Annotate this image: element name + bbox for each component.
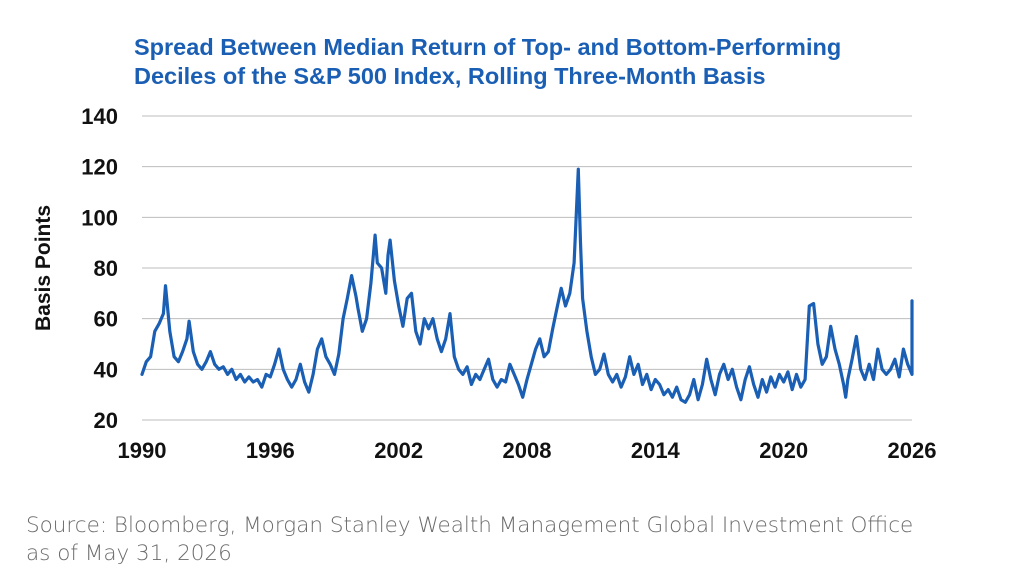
y-tick-label: 40	[94, 357, 118, 382]
y-tick-label: 120	[81, 155, 118, 180]
x-tick-label: 1996	[246, 438, 295, 463]
y-tick-label: 100	[81, 205, 118, 230]
source-line-2: as of May 31, 2026	[26, 541, 232, 566]
y-tick-label: 140	[81, 104, 118, 129]
line-chart: 20 40 60 80 100 120 140 1990 1996 2002 2008 2014 20…	[32, 104, 937, 463]
source-note: Source: Bloomberg, Morgan Stanley Wealth…	[26, 512, 1016, 568]
series-line	[140, 167, 914, 404]
y-tick-label: 60	[94, 307, 118, 332]
y-axis-ticks: 20 40 60 80 100 120 140	[81, 104, 118, 433]
x-tick-label: 2014	[631, 438, 681, 463]
chart-title-line-2: Deciles of the S&P 500 Index, Rolling Th…	[134, 63, 766, 89]
x-tick-label: 2026	[888, 438, 937, 463]
source-line-1: Source: Bloomberg, Morgan Stanley Wealth…	[26, 513, 914, 538]
x-tick-label: 1990	[118, 438, 167, 463]
x-tick-label: 2020	[759, 438, 808, 463]
x-tick-label: 2002	[374, 438, 423, 463]
y-tick-label: 20	[94, 408, 118, 433]
y-tick-label: 80	[94, 256, 118, 281]
y-axis-label: Basis Points	[32, 205, 55, 331]
x-axis-ticks: 1990 1996 2002 2008 2014 2020 2026	[118, 438, 937, 463]
chart-title: Spread Between Median Return of Top- and…	[134, 33, 994, 91]
x-tick-label: 2008	[503, 438, 552, 463]
gridlines	[142, 115, 912, 421]
chart-title-line-1: Spread Between Median Return of Top- and…	[134, 34, 842, 60]
